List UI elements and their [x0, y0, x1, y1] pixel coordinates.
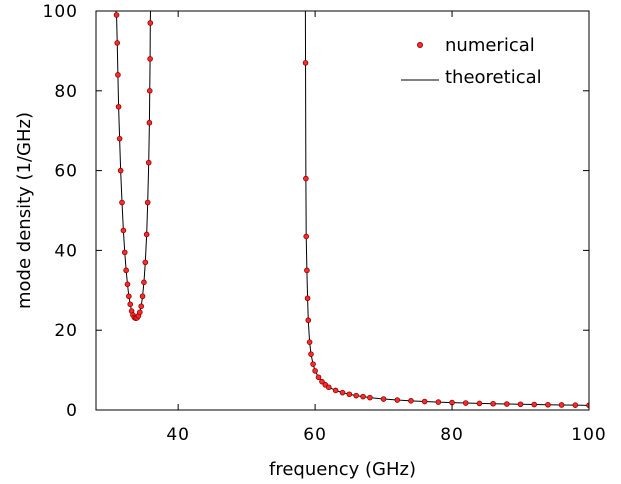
data-point [303, 175, 309, 182]
ticks-layer [96, 10, 590, 411]
data-point [117, 167, 124, 174]
legend-marker-numerical [416, 42, 423, 49]
data-point [326, 384, 332, 391]
data-point [304, 267, 310, 274]
data-point [303, 233, 310, 240]
y-tick-label: 80 [54, 82, 78, 102]
data-point [126, 293, 132, 300]
data-point [120, 227, 127, 234]
data-point [408, 398, 414, 404]
legend-label-numerical: numerical [445, 35, 535, 56]
data-point [138, 303, 144, 310]
data-point [332, 387, 339, 394]
data-point [127, 301, 134, 308]
y-tick-label: 60 [54, 162, 78, 182]
data-point [490, 400, 496, 407]
y-axis-label: mode density (1/GHz) [14, 112, 35, 309]
legend-label-theoretical: theoretical [445, 67, 542, 88]
data-point [124, 281, 131, 288]
data-point [116, 135, 123, 142]
data-point [142, 259, 149, 266]
data-point [115, 72, 121, 78]
data-point [146, 88, 153, 94]
data-point [367, 394, 373, 401]
data-point [531, 401, 538, 408]
data-point [421, 398, 428, 405]
data-point [346, 391, 353, 398]
plot-frame [95, 10, 590, 411]
x-tick-label: 80 [440, 425, 464, 445]
data-point [146, 119, 153, 126]
data-point [306, 339, 313, 345]
data-point [137, 309, 143, 316]
data-point [312, 368, 318, 374]
y-tick-label: 40 [54, 241, 78, 261]
data-point [572, 402, 579, 408]
data-point [517, 401, 524, 408]
data-point [119, 199, 125, 206]
data-point [139, 293, 146, 300]
data-point [435, 399, 442, 405]
data-point [476, 400, 483, 407]
data-point [143, 231, 150, 238]
y-tick-label: 0 [66, 401, 78, 421]
data-point [141, 279, 147, 286]
data-point [123, 267, 129, 274]
data-point [319, 378, 325, 385]
data-point [302, 60, 309, 66]
x-tick-label: 60 [303, 425, 327, 445]
data-point [558, 402, 565, 408]
data-point [308, 351, 314, 357]
data-point [339, 389, 346, 396]
y-tick-label: 20 [54, 321, 78, 341]
x-tick-label: 100 [571, 425, 606, 445]
data-point [147, 56, 153, 62]
tick-labels-layer: 40 60 80 100 0 20 40 60 80 100 [43, 2, 606, 445]
data-point [121, 249, 128, 256]
data-point [113, 12, 120, 18]
data-point [353, 392, 359, 399]
data-point [114, 40, 121, 46]
data-point [305, 317, 312, 324]
legend: numerical theoretical [401, 35, 542, 88]
data-point [315, 374, 322, 381]
x-tick-label: 40 [166, 425, 190, 445]
data-point [310, 361, 316, 367]
data-point [462, 400, 469, 406]
data-point [144, 199, 151, 206]
y-tick-label: 100 [43, 2, 78, 22]
data-point [147, 20, 154, 26]
series-layer [113, 11, 589, 409]
data-point [380, 396, 387, 402]
data-point [145, 159, 152, 166]
data-point [115, 103, 122, 110]
data-point [360, 393, 366, 400]
data-point [304, 295, 311, 302]
data-point [504, 401, 510, 407]
x-axis-label: frequency (GHz) [269, 459, 416, 480]
data-point [545, 401, 551, 408]
data-point [394, 397, 401, 403]
